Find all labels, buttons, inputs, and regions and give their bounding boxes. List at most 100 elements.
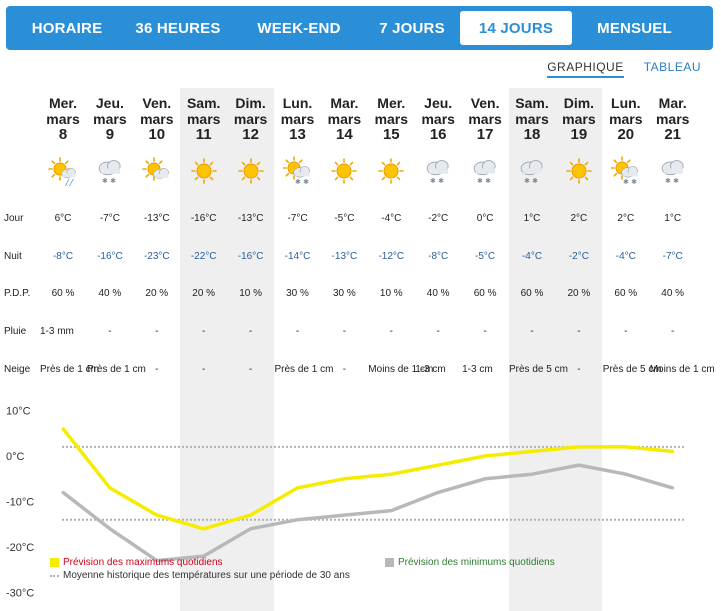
sun-icon bbox=[189, 156, 219, 186]
cell-rain: - bbox=[671, 326, 675, 337]
cell-night: -4°C bbox=[521, 251, 543, 262]
day-dow: Sam. bbox=[515, 95, 549, 111]
cell-night: -4°C bbox=[615, 251, 636, 262]
day-header[interactable]: Mar. mars 14 bbox=[321, 95, 367, 143]
min-temperature-point[interactable] bbox=[436, 490, 440, 494]
legend-max: Prévision des maximums quotidiens bbox=[50, 557, 223, 568]
day-header[interactable]: Mer. mars 15 bbox=[368, 95, 414, 143]
day-label: Sam. mars 18 bbox=[509, 95, 555, 143]
cell-day: -7°C bbox=[287, 213, 308, 224]
max-temperature-point[interactable] bbox=[624, 445, 628, 449]
legend-avg-swatch bbox=[50, 574, 59, 577]
table-view-link[interactable]: TABLEAU bbox=[643, 60, 701, 74]
day-header[interactable]: Mar. mars 21 bbox=[650, 95, 696, 143]
cell-night: -2°C bbox=[568, 251, 589, 262]
sun-cloud-snow-icon: ✱ ✱ bbox=[281, 156, 313, 186]
day-month: mars bbox=[93, 111, 127, 127]
max-temperature-line bbox=[61, 427, 673, 531]
max-temperature-point[interactable] bbox=[61, 427, 65, 431]
day-header[interactable]: Ven. mars 10 bbox=[134, 95, 180, 143]
day-month: mars bbox=[655, 111, 690, 127]
max-temperature-point[interactable] bbox=[389, 472, 393, 476]
y-tick-label: -10°C bbox=[6, 497, 34, 509]
max-temperature-point[interactable] bbox=[342, 477, 346, 481]
tab-14-jours[interactable]: 14 JOURS bbox=[460, 11, 572, 45]
day-num: 18 bbox=[523, 126, 541, 143]
day-header[interactable]: Jeu. mars 16 bbox=[415, 95, 461, 143]
svg-text:✱ ✱: ✱ ✱ bbox=[665, 177, 679, 185]
min-temperature-point[interactable] bbox=[389, 509, 393, 513]
day-header[interactable]: Ven. mars 17 bbox=[462, 95, 508, 143]
max-temperature-point[interactable] bbox=[577, 445, 581, 449]
cell-day: -13°C bbox=[237, 213, 264, 224]
day-header[interactable]: Sam. mars 18 bbox=[509, 95, 555, 143]
tab-7-jours[interactable]: 7 JOURS bbox=[379, 19, 445, 37]
day-dow: Mer. bbox=[377, 95, 406, 111]
max-temperature-point[interactable] bbox=[671, 449, 675, 453]
day-header[interactable]: Lun. mars 20 bbox=[603, 95, 649, 143]
min-temperature-point[interactable] bbox=[202, 554, 206, 558]
max-temperature-point[interactable] bbox=[530, 449, 534, 453]
cell-snow: 1-3 cm bbox=[415, 364, 446, 375]
min-temperature-point[interactable] bbox=[108, 527, 112, 531]
day-num: 21 bbox=[664, 126, 682, 143]
cell-pop: 40 % bbox=[661, 288, 685, 299]
day-month: mars bbox=[46, 111, 80, 127]
day-label: Ven. mars 17 bbox=[462, 95, 508, 143]
svg-text:✱ ✱: ✱ ✱ bbox=[295, 178, 309, 186]
cell-rain: - bbox=[108, 326, 112, 337]
min-temperature-point[interactable] bbox=[577, 463, 581, 467]
legend-max-swatch bbox=[50, 558, 59, 567]
sun-cloud-icon bbox=[141, 156, 172, 186]
min-temperature-point[interactable] bbox=[249, 527, 253, 531]
day-month: mars bbox=[421, 111, 455, 127]
cell-rain: - bbox=[483, 326, 487, 337]
max-temperature-point[interactable] bbox=[483, 454, 487, 458]
day-label: Dim. mars 19 bbox=[556, 95, 602, 143]
min-temperature-point[interactable] bbox=[530, 472, 534, 476]
svg-text:✱ ✱: ✱ ✱ bbox=[102, 177, 116, 185]
day-label: Ven. mars 10 bbox=[134, 95, 180, 143]
max-temperature-point[interactable] bbox=[296, 486, 299, 490]
day-label: Mar. mars 21 bbox=[650, 95, 696, 143]
day-num: 11 bbox=[195, 126, 212, 143]
day-header[interactable]: Dim. mars 19 bbox=[556, 95, 602, 143]
tab-mensuel[interactable]: MENSUEL bbox=[597, 19, 672, 37]
cell-rain: - bbox=[295, 326, 300, 337]
tab-horaire[interactable]: HORAIRE bbox=[31, 19, 103, 37]
max-temperature-point[interactable] bbox=[249, 513, 253, 517]
day-label: Lun. mars 20 bbox=[603, 95, 649, 143]
max-temperature-point[interactable] bbox=[108, 486, 112, 490]
min-temperature-point[interactable] bbox=[624, 472, 628, 476]
day-header[interactable]: Sam. mars 11 bbox=[181, 95, 227, 143]
day-header[interactable]: Lun. mars 13 bbox=[275, 95, 321, 143]
min-temperature-point[interactable] bbox=[483, 477, 487, 481]
min-temperature-point[interactable] bbox=[155, 559, 159, 563]
day-dow: Mar. bbox=[330, 95, 359, 111]
max-temperature-point[interactable] bbox=[436, 463, 440, 467]
tab-week-end[interactable]: WEEK-END bbox=[257, 19, 341, 37]
day-month: mars bbox=[280, 111, 315, 127]
cell-night: -13°C bbox=[331, 251, 358, 262]
svg-text:╱╱: ╱╱ bbox=[64, 178, 74, 186]
min-temperature-point[interactable] bbox=[342, 513, 346, 517]
day-header[interactable]: Mer. mars 8 bbox=[40, 95, 86, 143]
day-num: 9 bbox=[105, 126, 115, 143]
min-temperature-point[interactable] bbox=[61, 490, 65, 494]
max-temperature-point[interactable] bbox=[202, 527, 206, 531]
cell-pop: 20 % bbox=[145, 288, 169, 299]
day-header[interactable]: Dim. mars 12 bbox=[228, 95, 274, 143]
min-temperature-point[interactable] bbox=[296, 518, 299, 522]
day-label: Sam. mars 11 bbox=[181, 95, 227, 143]
day-num: 14 bbox=[336, 126, 353, 143]
min-temperature-point[interactable] bbox=[671, 486, 675, 490]
max-temperature-point[interactable] bbox=[155, 513, 159, 517]
day-num: 8 bbox=[58, 126, 68, 143]
tab-36-heures[interactable]: 36 HEURES bbox=[135, 19, 221, 37]
graph-view-link[interactable]: GRAPHIQUE bbox=[547, 60, 624, 78]
cell-snow: Près de 1 cm bbox=[40, 364, 99, 375]
cell-day: -5°C bbox=[334, 213, 355, 224]
day-header[interactable]: Jeu. mars 9 bbox=[87, 95, 133, 143]
day-label: Mer. mars 8 bbox=[40, 95, 86, 143]
